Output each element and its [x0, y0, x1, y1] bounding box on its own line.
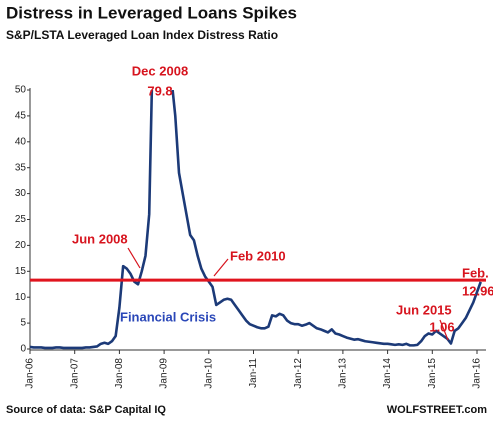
x-tick-label: Jan-14: [382, 358, 393, 389]
data-label: 12.96: [462, 283, 493, 298]
annotation-arrow: [213, 258, 229, 277]
x-tick-label: Jan-06: [25, 358, 36, 389]
y-tick-label: 0: [20, 344, 26, 355]
plot-area: [30, 90, 482, 350]
credit: WOLFSTREET.com: [387, 404, 487, 416]
x-tick-label: Jan-10: [203, 358, 214, 389]
y-tick-label: 5: [20, 318, 26, 329]
x-tick-label: Jan-12: [293, 358, 304, 389]
y-tick-label: 50: [15, 85, 27, 96]
annotation-arrow: [127, 247, 141, 269]
series-line: [30, 90, 482, 350]
y-tick-label: 30: [15, 188, 27, 199]
annotation: Jun 2008: [72, 231, 128, 246]
x-tick-label: Jan-16: [472, 358, 483, 389]
source: Source of data: S&P Capital IQ: [6, 404, 166, 416]
annotation: Financial Crisis: [120, 309, 216, 324]
data-label: 1.06: [429, 319, 454, 334]
annotation: Feb 2010: [230, 248, 286, 263]
annotation-arrow: [439, 319, 449, 341]
chart-subtitle: S&P/LSTA Leveraged Loan Index Distress R…: [6, 28, 278, 42]
x-tick-label: Jan-07: [69, 358, 80, 389]
x-tick-label: Jan-13: [338, 358, 349, 389]
chart-title: Distress in Leveraged Loans Spikes: [6, 3, 297, 22]
y-tick-label: 15: [15, 266, 27, 277]
data-label: 79.8: [147, 83, 172, 98]
y-tick-label: 35: [15, 162, 27, 173]
y-tick-label: 20: [15, 240, 27, 251]
y-tick-label: 25: [15, 214, 27, 225]
x-tick-label: Jan-11: [248, 358, 259, 388]
x-tick-label: Jan-09: [159, 358, 170, 389]
annotation: Dec 2008: [132, 63, 188, 78]
y-tick-label: 40: [15, 136, 27, 147]
annotation: Feb.: [462, 265, 489, 280]
x-tick-label: Jan-15: [427, 358, 438, 389]
y-tick-label: 10: [15, 292, 27, 303]
y-tick-label: 45: [15, 111, 27, 122]
annotation: Jun 2015: [396, 302, 452, 317]
x-tick-label: Jan-08: [114, 358, 125, 389]
